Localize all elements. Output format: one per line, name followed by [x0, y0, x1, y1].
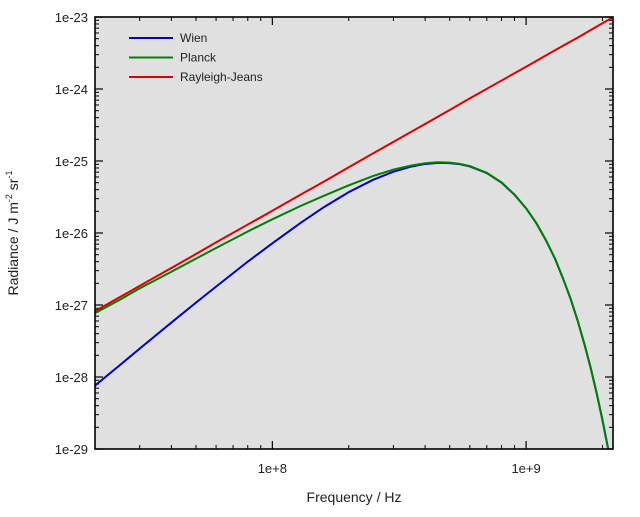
y-tick-label: 1e-24 [55, 82, 88, 97]
plot-frame [94, 16, 614, 450]
y-axis-label-sup1: -2 [4, 194, 14, 202]
plot-background [95, 17, 613, 449]
y-tick-label: 1e-26 [55, 226, 88, 241]
y-axis-label-sup2: -1 [4, 171, 14, 179]
y-tick-label: 1e-29 [55, 442, 88, 457]
x-tick-label: 1e+8 [258, 461, 287, 476]
y-axis-label-mid: sr [5, 178, 21, 194]
series-line-rayleigh-jeans [95, 17, 613, 313]
legend-label-planck: Planck [180, 51, 217, 65]
x-axis-label: Frequency / Hz [307, 489, 402, 505]
series-line-planck [95, 161, 610, 449]
x-tick-labels: 1e+8 1e+9 [258, 461, 541, 476]
series-group [95, 17, 613, 449]
y-axis-label-main: Radiance / J m [5, 202, 21, 295]
y-tick-label: 1e-28 [55, 370, 88, 385]
y-tick-label: 1e-25 [55, 154, 88, 169]
y-axis-label: Radiance / J m-2 sr-1 [4, 171, 21, 296]
y-tick-label: 1e-23 [55, 10, 88, 25]
y-tick-label: 1e-27 [55, 298, 88, 313]
x-tick-label: 1e+9 [511, 461, 540, 476]
legend-label-rayleigh-jeans: Rayleigh-Jeans [180, 70, 263, 84]
y-tick-labels: 1e-23 1e-24 1e-25 1e-26 1e-27 1e-28 1e-29 [55, 10, 88, 457]
legend-label-wien: Wien [180, 31, 207, 45]
legend: Wien Planck Rayleigh-Jeans [129, 31, 263, 84]
